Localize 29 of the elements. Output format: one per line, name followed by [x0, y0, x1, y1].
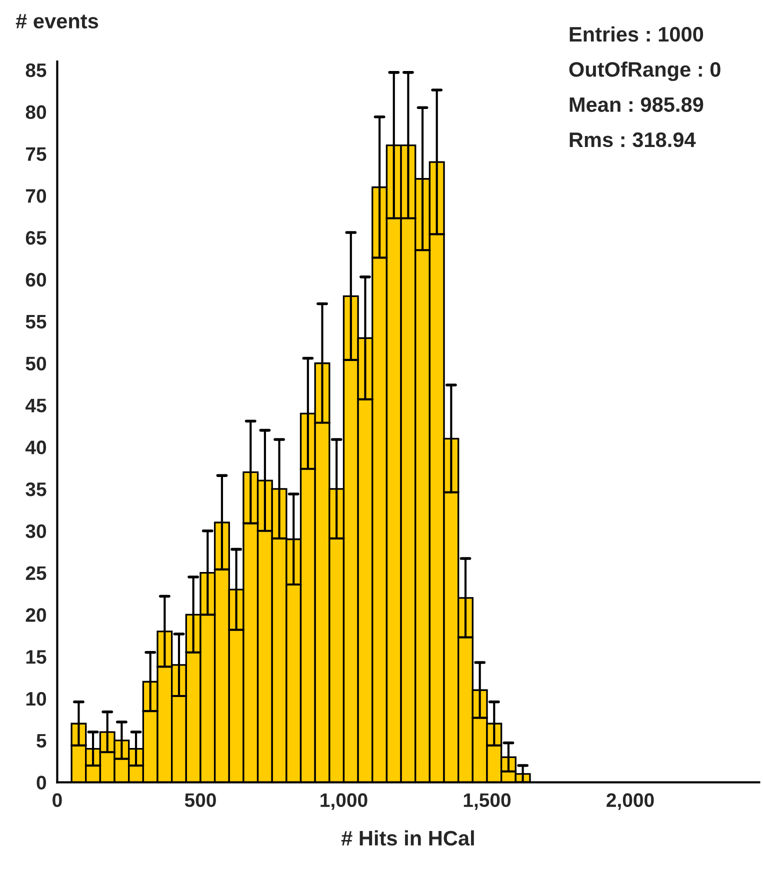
- y-tick-label: 80: [26, 105, 46, 120]
- x-axis-title: # Hits in HCal: [341, 830, 474, 846]
- y-axis-title: # events: [16, 14, 98, 28]
- y-tick-label: 10: [26, 692, 46, 706]
- y-tick-label: 65: [26, 231, 46, 245]
- x-tick-label: 1,500: [464, 793, 511, 810]
- y-tick-label: 20: [26, 608, 46, 622]
- y-tick-label: 25: [26, 566, 46, 580]
- annotation: Rms : 318.94: [570, 132, 696, 148]
- y-tick-label: 35: [26, 482, 46, 496]
- x-tick-label: 2,000: [606, 793, 654, 810]
- x-tick-label: 500: [184, 793, 216, 808]
- y-tick-label: 70: [26, 189, 46, 203]
- x-tick-label: 0: [52, 793, 62, 808]
- y-tick-label: 45: [25, 398, 46, 412]
- annotation: OutOfRange : 0: [569, 62, 720, 82]
- y-tick-label: 0: [36, 776, 46, 790]
- y-tick-label: 5: [36, 734, 46, 748]
- y-tick-label: 30: [26, 524, 46, 538]
- y-tick-label: 85: [26, 63, 46, 78]
- y-tick-label: 75: [26, 147, 46, 161]
- y-tick-label: 50: [26, 356, 46, 370]
- y-tick-label: 40: [25, 440, 46, 454]
- annotation: Mean : 985.89: [570, 97, 704, 112]
- y-tick-label: 55: [26, 315, 46, 329]
- text: Entries : 1000: [570, 26, 704, 42]
- x-tick-label: 1,000: [320, 793, 368, 810]
- y-tick-label: 60: [26, 272, 46, 287]
- y-tick-label: 15: [26, 650, 46, 664]
